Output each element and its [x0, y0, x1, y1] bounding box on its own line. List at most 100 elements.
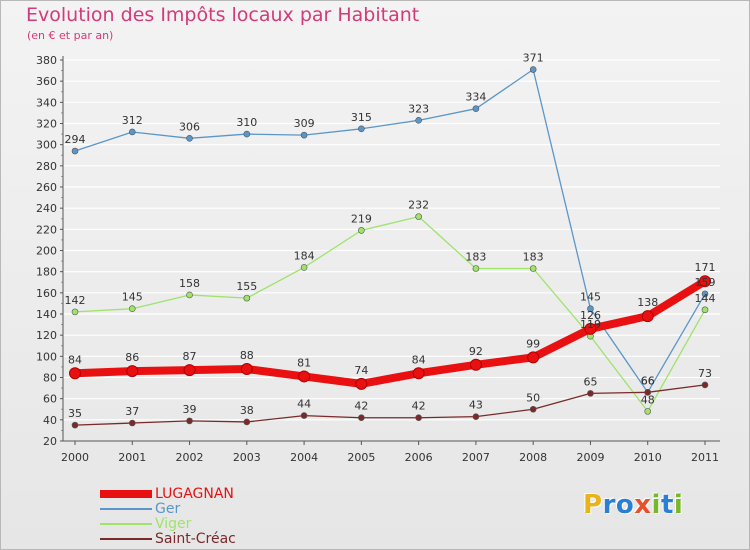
x-tick-label: 2007 [462, 451, 490, 464]
data-point-lugagnan [298, 370, 311, 383]
legend-item-ger: Ger [100, 501, 180, 517]
data-label-viger: 183 [465, 250, 486, 263]
data-label-saint-cr-ac: 37 [125, 405, 139, 418]
data-label-ger: 334 [465, 91, 486, 104]
data-point-ger [358, 125, 365, 133]
logo-letter: x [634, 490, 652, 520]
data-point-viger [701, 306, 709, 314]
data-label-saint-cr-ac: 43 [469, 399, 483, 412]
data-label-lugagnan: 92 [469, 345, 483, 358]
y-tick-label: 380 [36, 54, 57, 67]
data-label-saint-cr-ac: 66 [641, 374, 655, 387]
axes: 20 40 60 80 100 120 140 160 180 200 220 240 260 280 30… [36, 54, 720, 464]
y-tick-label: 340 [36, 96, 57, 109]
x-tick-label: 2001 [118, 451, 146, 464]
data-point-viger [472, 265, 480, 272]
data-label-viger: 158 [179, 277, 200, 290]
legend-item-saint-cr-ac: Saint-Créac [100, 531, 236, 547]
y-tick-label: 260 [36, 181, 57, 194]
data-label-viger: 155 [236, 280, 257, 293]
logo-letter: r [602, 490, 616, 520]
data-point-saint-cr-ac [300, 412, 308, 419]
data-point-viger [415, 213, 422, 220]
chart-subtitle: (en € et par an) [27, 29, 114, 42]
x-tick-label: 2008 [519, 451, 547, 464]
y-tick-label: 120 [36, 329, 57, 342]
data-label-viger: 145 [122, 291, 143, 304]
data-point-saint-cr-ac [128, 419, 136, 427]
x-tick-label: 2004 [290, 451, 318, 464]
data-label-ger: 294 [65, 133, 86, 146]
logo-letter: P [583, 490, 603, 520]
y-tick-label: 140 [36, 308, 57, 321]
data-label-viger: 119 [580, 318, 601, 331]
data-point-ger [186, 135, 193, 142]
data-label-lugagnan: 171 [695, 261, 716, 274]
data-point-lugagnan [240, 363, 253, 376]
data-label-saint-cr-ac: 42 [354, 400, 368, 413]
data-label-ger: 145 [580, 291, 601, 304]
data-point-ger [415, 117, 422, 124]
data-point-saint-cr-ac [587, 390, 594, 397]
data-point-viger [186, 291, 193, 299]
data-point-ger [300, 131, 308, 139]
y-tick-label: 20 [43, 435, 57, 448]
series-line-viger [74, 215, 706, 413]
data-point-viger [358, 227, 365, 234]
data-point-saint-cr-ac [415, 414, 422, 422]
data-point-viger [300, 264, 308, 271]
logo-letter: t [660, 490, 674, 520]
data-label-saint-cr-ac: 65 [583, 375, 597, 388]
x-tick-label: 2011 [691, 451, 719, 464]
series-line-ger [74, 68, 706, 393]
data-label-saint-cr-ac: 35 [68, 407, 82, 420]
y-tick-label: 300 [36, 139, 57, 152]
data-point-lugagnan [469, 358, 482, 371]
y-tick-label: 180 [36, 266, 57, 279]
legend-label: Ger [155, 501, 181, 517]
y-tick-label: 320 [36, 118, 57, 131]
data-point-lugagnan [527, 351, 540, 364]
y-tick-label: 80 [43, 372, 57, 385]
y-tick-label: 200 [36, 245, 57, 258]
x-tick-label: 2009 [576, 451, 604, 464]
data-point-lugagnan [584, 322, 597, 335]
y-tick-label: 240 [36, 202, 57, 215]
data-point-viger [644, 408, 652, 415]
data-label-lugagnan: 86 [125, 351, 139, 364]
data-label-saint-cr-ac: 44 [297, 398, 311, 411]
data-label-lugagnan: 126 [580, 309, 601, 322]
data-point-lugagnan [126, 365, 139, 378]
data-label-viger: 142 [65, 294, 86, 307]
data-point-ger [587, 305, 594, 313]
legend-swatch [100, 538, 152, 540]
data-label-lugagnan: 87 [183, 350, 197, 363]
series-line-saint-cr-ac [74, 384, 706, 426]
y-tick-label: 40 [43, 414, 57, 427]
data-label-lugagnan: 88 [240, 349, 254, 362]
data-point-lugagnan [69, 367, 81, 380]
legend-label: Saint-Créac [155, 531, 236, 547]
data-point-lugagnan [699, 275, 711, 288]
data-point-viger [71, 308, 79, 316]
data-label-lugagnan: 74 [354, 364, 368, 377]
x-tick-label: 2002 [176, 451, 204, 464]
legend-swatch [100, 523, 152, 525]
data-point-lugagnan [183, 364, 196, 377]
legend-swatch [100, 490, 152, 498]
series-line-lugagnan [71, 277, 709, 388]
data-label-lugagnan: 138 [637, 296, 658, 309]
data-label-ger: 310 [236, 116, 257, 129]
data-label-ger: 306 [179, 120, 200, 133]
data-point-viger [243, 294, 251, 302]
proxiti-logo: Proxiti [583, 490, 683, 520]
data-point-ger [243, 130, 251, 138]
data-label-ger: 66 [641, 374, 655, 387]
data-label-saint-cr-ac: 39 [183, 403, 197, 416]
x-tick-label: 2010 [634, 451, 662, 464]
data-point-lugagnan [355, 377, 368, 390]
data-label-ger: 371 [523, 52, 544, 65]
data-label-ger: 312 [122, 114, 143, 127]
data-label-lugagnan: 84 [68, 353, 82, 366]
